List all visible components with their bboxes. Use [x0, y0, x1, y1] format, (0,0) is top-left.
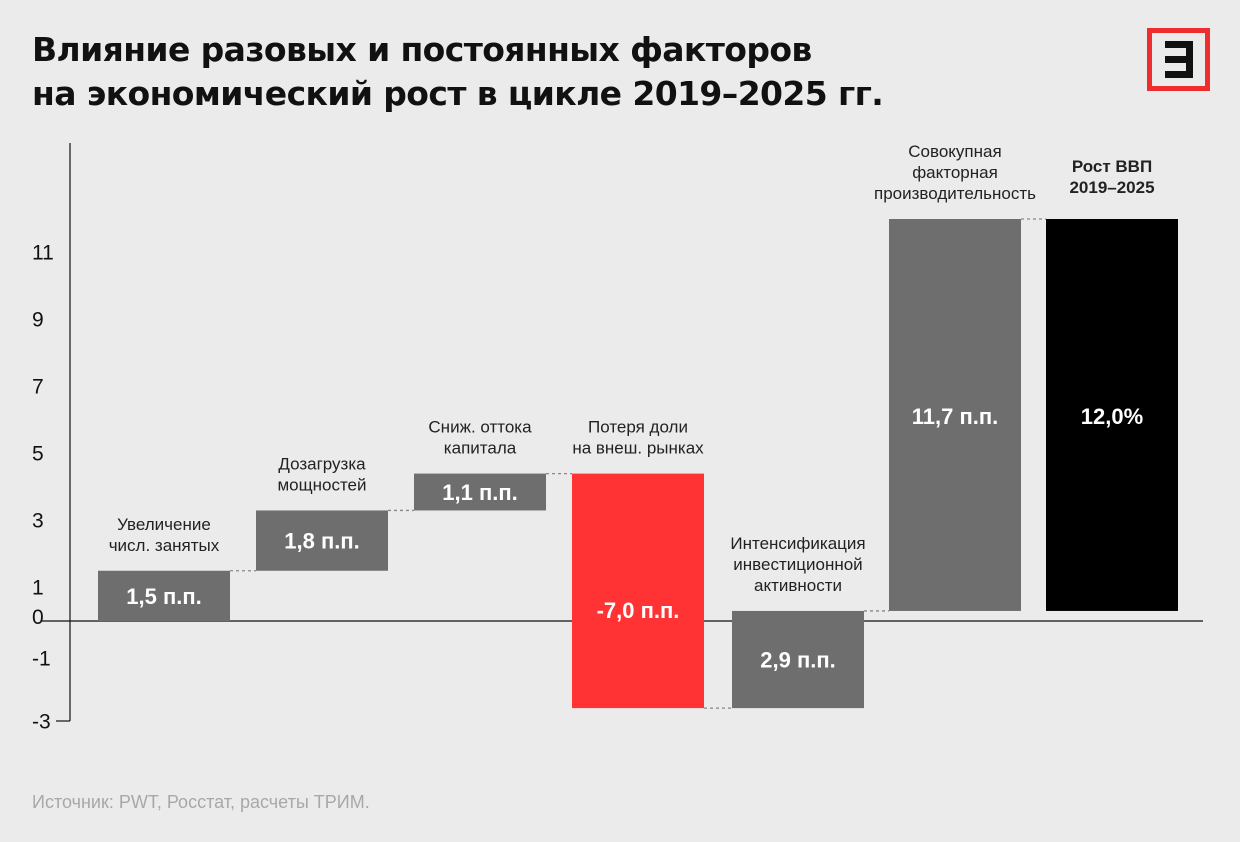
bar-category-label: на внеш. рынках [572, 439, 704, 458]
bar-category-label: Потеря доли [588, 418, 688, 437]
bar-category-label: Совокупная [908, 142, 1001, 161]
source-note: Источник: PWT, Росстат, расчеты ТРИМ. [32, 792, 370, 812]
bar-category-label: мощностей [277, 475, 366, 494]
bar-category-label: Интенсификация [730, 534, 865, 553]
bar-1 [98, 570, 230, 621]
bar-4 [572, 473, 704, 709]
connector-lines [230, 218, 1046, 709]
y-tick-label: 0 [32, 606, 44, 629]
y-tick-label: 3 [32, 510, 44, 533]
bar-value-label: -7,0 п.п. [597, 598, 680, 623]
bar-category-label: Дозагрузка [278, 454, 366, 473]
bar-3 [414, 473, 546, 511]
bar-category-label: производительность [874, 184, 1036, 203]
bar-category-label: 2019–2025 [1069, 178, 1154, 197]
bar-value-label: 12,0% [1081, 404, 1143, 429]
bar-value-label: 2,9 п.п. [760, 648, 836, 673]
title-line-1: Влияние разовых и постоянных факторов [32, 30, 812, 69]
e-letter-logo-icon [1147, 28, 1210, 91]
bar-category-label: Сниж. оттока [428, 418, 532, 437]
y-tick-label: -1 [32, 648, 51, 671]
bar-category-label: Увеличение [117, 515, 211, 534]
chart-labels: 1,5 п.п. Увеличение числ. занятых 1,8 п.п. Д… [109, 142, 1155, 673]
y-tick-label: 5 [32, 443, 44, 466]
bar-7 [1046, 219, 1178, 611]
chart-title: Влияние разовых и постоянных факторов на… [32, 28, 884, 116]
y-tick-label: -3 [32, 711, 51, 734]
bar-category-label: капитала [444, 439, 517, 458]
chart-axes: 11 9 7 5 3 1 0 -1 -3 [32, 143, 1203, 734]
bar-value-label: 11,7 п.п. [912, 404, 999, 429]
bar-category-label: числ. занятых [109, 536, 220, 555]
chart-bars [98, 219, 1178, 709]
bar-category-label: инвестиционной [733, 555, 862, 574]
logo-glyph [1165, 41, 1193, 78]
y-tick-label: 9 [32, 309, 44, 332]
bar-category-label: Рост ВВП [1072, 157, 1152, 176]
bar-category-label: активности [754, 576, 842, 595]
title-line-2: на экономический рост в цикле 2019–2025 … [32, 74, 884, 113]
bar-value-label: 1,1 п.п. [442, 480, 518, 505]
bar-category-label: факторная [912, 163, 998, 182]
y-tick-label: 7 [32, 376, 44, 399]
y-tick-label: 1 [32, 577, 44, 600]
bar-6 [889, 219, 1021, 611]
bar-value-label: 1,5 п.п. [126, 584, 202, 609]
y-tick-label: 11 [32, 242, 54, 265]
bar-2 [256, 510, 388, 571]
bar-5 [732, 610, 864, 709]
bar-value-label: 1,8 п.п. [284, 529, 360, 554]
